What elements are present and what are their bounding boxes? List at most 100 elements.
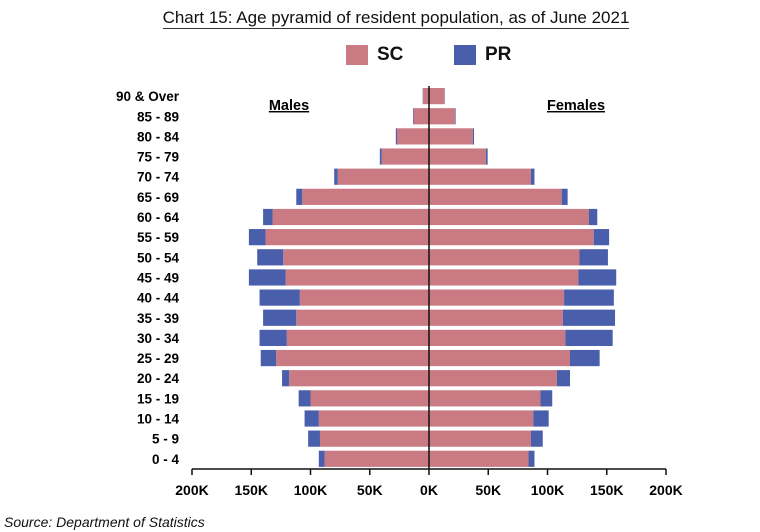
bar-male-sc-75-79 bbox=[381, 148, 429, 165]
bar-male-sc-30-34 bbox=[286, 329, 429, 346]
bar-male-sc-45-49 bbox=[285, 269, 429, 286]
males-label: Males bbox=[269, 98, 309, 114]
bar-female-pr-65-69 bbox=[561, 188, 568, 205]
legend-item-sc: SC bbox=[346, 44, 403, 66]
category-label-35-39: 35 - 39 bbox=[137, 311, 179, 326]
bar-male-sc-20-24 bbox=[289, 370, 429, 387]
bar-female-sc-65-69 bbox=[429, 188, 562, 205]
bar-male-pr-75-79 bbox=[379, 148, 382, 165]
legend-item-pr: PR bbox=[454, 44, 511, 66]
bar-female-sc-50-54 bbox=[429, 249, 580, 266]
bar-female-sc-30-34 bbox=[429, 329, 566, 346]
bar-male-pr-70-74 bbox=[334, 168, 338, 185]
bar-female-pr-50-54 bbox=[579, 249, 608, 266]
category-label-30-34: 30 - 34 bbox=[137, 331, 180, 346]
legend-label-sc: SC bbox=[377, 44, 404, 65]
bar-male-pr-85-89 bbox=[413, 108, 414, 125]
bar-male-pr-80-84 bbox=[395, 128, 398, 145]
category-label-50-54: 50 - 54 bbox=[137, 250, 180, 265]
bar-female-pr-60-64 bbox=[588, 208, 598, 226]
bar-male-sc-0-4 bbox=[324, 450, 429, 467]
category-label-75-79: 75 - 79 bbox=[137, 150, 179, 165]
category-label-60-64: 60 - 64 bbox=[137, 210, 180, 225]
x-tick-label-7: 150K bbox=[590, 482, 623, 498]
bar-female-sc-90-over bbox=[429, 88, 445, 105]
bar-male-pr-20-24 bbox=[282, 370, 290, 387]
category-label-80-84: 80 - 84 bbox=[137, 129, 180, 144]
bar-male-sc-25-29 bbox=[276, 349, 429, 367]
category-label-40-44: 40 - 44 bbox=[137, 291, 180, 306]
bar-female-pr-55-59 bbox=[593, 229, 610, 246]
bar-male-sc-55-59 bbox=[265, 229, 429, 246]
bar-male-pr-10-14 bbox=[304, 410, 319, 427]
legend-label-pr: PR bbox=[485, 44, 512, 65]
bar-female-sc-15-19 bbox=[429, 390, 541, 407]
bar-male-sc-80-84 bbox=[397, 128, 429, 145]
bar-female-pr-25-29 bbox=[570, 349, 600, 367]
bar-male-pr-60-64 bbox=[263, 208, 273, 226]
bar-male-pr-55-59 bbox=[248, 229, 266, 246]
category-label-20-24: 20 - 24 bbox=[137, 371, 180, 386]
x-tick-label-1: 150K bbox=[235, 482, 268, 498]
bar-female-pr-70-74 bbox=[530, 168, 535, 185]
females-label: Females bbox=[547, 98, 605, 114]
bar-male-pr-25-29 bbox=[260, 349, 277, 367]
bar-female-pr-85-89 bbox=[455, 108, 456, 125]
bar-female-pr-40-44 bbox=[564, 289, 614, 306]
x-tick-label-5: 50K bbox=[475, 482, 501, 498]
category-label-70-74: 70 - 74 bbox=[137, 170, 180, 185]
chart-title: Chart 15: Age pyramid of resident popula… bbox=[162, 8, 630, 29]
bar-female-sc-20-24 bbox=[429, 370, 557, 387]
bar-male-pr-50-54 bbox=[257, 249, 284, 266]
category-label-10-14: 10 - 14 bbox=[137, 412, 180, 427]
bar-female-pr-10-14 bbox=[533, 410, 549, 427]
bar-male-sc-65-69 bbox=[302, 188, 429, 205]
bar-female-pr-80-84 bbox=[472, 128, 475, 145]
bar-male-pr-15-19 bbox=[298, 390, 311, 407]
axes-group: 90 & Over 85 - 89 80 - 84 75 - 79 70 - 74 65 … bbox=[116, 86, 683, 498]
bar-female-sc-85-89 bbox=[429, 108, 456, 125]
bar-female-pr-20-24 bbox=[556, 370, 571, 387]
bar-female-sc-40-44 bbox=[429, 289, 565, 306]
bar-male-sc-5-9 bbox=[319, 430, 429, 447]
bar-female-pr-75-79 bbox=[485, 148, 488, 165]
bar-female-sc-55-59 bbox=[429, 229, 594, 246]
bar-male-sc-85-89 bbox=[413, 108, 429, 125]
bar-female-sc-10-14 bbox=[429, 410, 534, 427]
bar-male-sc-50-54 bbox=[283, 249, 429, 266]
pyramid-plot: 90 & Over 85 - 89 80 - 84 75 - 79 70 - 74 65 … bbox=[116, 86, 683, 498]
bar-female-pr-5-9 bbox=[530, 430, 543, 447]
bar-female-pr-30-34 bbox=[565, 329, 613, 346]
x-tick-label-8: 200K bbox=[649, 482, 682, 498]
category-label-85-89: 85 - 89 bbox=[137, 109, 179, 124]
legend-swatch-pr bbox=[454, 45, 476, 65]
category-label-5-9: 5 - 9 bbox=[152, 432, 179, 447]
x-tick-label-0: 200K bbox=[175, 482, 208, 498]
x-tick-label-3: 50K bbox=[357, 482, 383, 498]
bar-female-sc-45-49 bbox=[429, 269, 579, 286]
bar-male-pr-30-34 bbox=[259, 329, 287, 346]
category-label-25-29: 25 - 29 bbox=[137, 351, 179, 366]
x-tick-label-6: 100K bbox=[531, 482, 564, 498]
bar-male-sc-35-39 bbox=[296, 309, 429, 326]
bar-female-pr-35-39 bbox=[562, 309, 616, 326]
bar-female-sc-5-9 bbox=[429, 430, 531, 447]
bar-female-sc-70-74 bbox=[429, 168, 531, 185]
bar-female-sc-60-64 bbox=[429, 208, 589, 226]
bar-female-sc-0-4 bbox=[429, 450, 529, 467]
bar-female-pr-15-19 bbox=[540, 390, 553, 407]
legend-swatch-sc bbox=[346, 45, 368, 65]
category-label-90-over: 90 & Over bbox=[116, 89, 180, 104]
bar-female-pr-0-4 bbox=[528, 450, 535, 467]
bar-male-sc-40-44 bbox=[299, 289, 429, 306]
bar-male-sc-10-14 bbox=[318, 410, 429, 427]
bar-male-pr-5-9 bbox=[308, 430, 320, 447]
bars-group bbox=[248, 88, 617, 467]
bar-male-sc-70-74 bbox=[337, 168, 429, 185]
bar-male-sc-15-19 bbox=[310, 390, 429, 407]
category-label-45-49: 45 - 49 bbox=[137, 270, 179, 285]
bar-female-sc-35-39 bbox=[429, 309, 563, 326]
x-tick-label-2: 100K bbox=[294, 482, 327, 498]
bar-male-pr-45-49 bbox=[248, 269, 286, 286]
bar-female-sc-25-29 bbox=[429, 349, 571, 367]
